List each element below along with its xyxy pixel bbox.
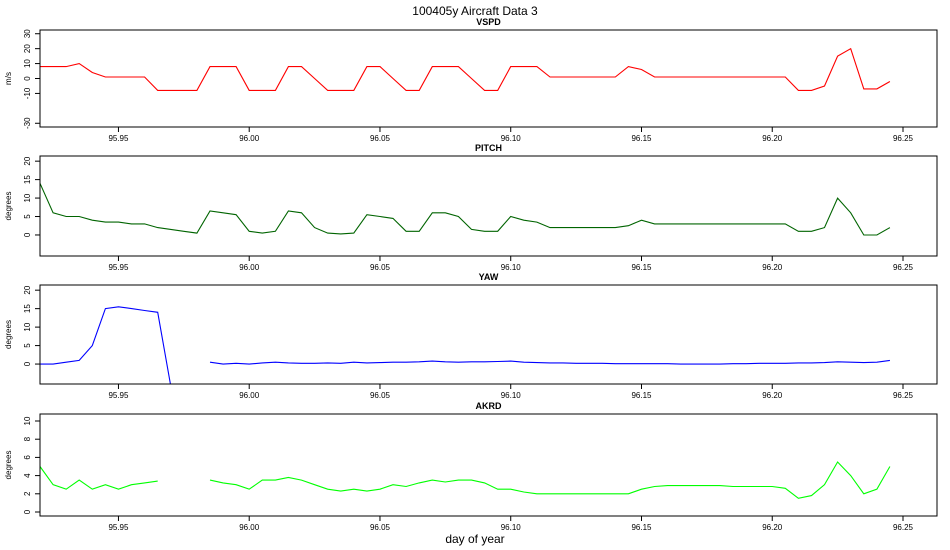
panel-title: YAW — [479, 272, 499, 282]
x-tick-label: 96.10 — [501, 391, 522, 400]
y-tick-label: 5 — [23, 343, 32, 348]
y-tick-label: 8 — [23, 436, 32, 441]
y-tick-label: 20 — [23, 156, 32, 165]
x-tick-label: 96.05 — [370, 391, 391, 400]
y-tick-label: 20 — [23, 44, 32, 53]
y-tick-label: 0 — [23, 76, 32, 81]
y-tick-label: 10 — [23, 322, 32, 331]
x-tick-label: 96.15 — [631, 523, 652, 532]
figure-title: 100405y Aircraft Data 3 — [412, 4, 538, 18]
y-tick-label: 15 — [23, 304, 32, 313]
x-tick-label: 96.10 — [501, 134, 522, 143]
y-tick-label: 10 — [23, 193, 32, 202]
plot-frame — [39, 284, 938, 385]
y-tick-label: 5 — [23, 214, 32, 219]
y-tick-label: 10 — [23, 416, 32, 425]
panel-title: AKRD — [476, 401, 502, 411]
x-tick-label: 96.20 — [762, 391, 783, 400]
data-line — [40, 306, 890, 384]
x-tick-label: 96.25 — [893, 523, 914, 532]
x-tick-label: 96.00 — [239, 263, 260, 272]
x-tick-label: 96.00 — [239, 391, 260, 400]
x-tick-label: 96.20 — [762, 523, 783, 532]
y-tick-label: 15 — [23, 175, 32, 184]
x-tick-label: 95.95 — [108, 391, 129, 400]
panel-title: PITCH — [475, 143, 502, 153]
x-tick-label: 96.25 — [893, 263, 914, 272]
x-tick-label: 96.20 — [762, 134, 783, 143]
plot-frame — [39, 29, 938, 128]
panel: VSPD m/s -30 -10 0 10 20 30 95.95 96.00 96.05 96.10… — [4, 17, 938, 143]
plot-frame — [39, 155, 938, 257]
x-tick-label: 96.05 — [370, 263, 391, 272]
x-tick-label: 96.05 — [370, 523, 391, 532]
x-tick-label: 96.20 — [762, 263, 783, 272]
x-tick-label: 96.00 — [239, 523, 260, 532]
data-line — [40, 183, 891, 236]
y-tick-label: 0 — [23, 232, 32, 237]
x-tick-label: 96.05 — [370, 134, 391, 143]
x-tick-label: 96.15 — [631, 263, 652, 272]
x-tick-label: 96.10 — [501, 523, 522, 532]
y-tick-label: 2 — [23, 491, 32, 496]
plot-frame — [39, 413, 938, 517]
y-axis-label: degrees — [4, 451, 13, 480]
y-tick-label: 4 — [23, 473, 32, 478]
panel-title: VSPD — [476, 17, 501, 27]
y-axis-label: degrees — [4, 320, 13, 349]
y-axis-label: degrees — [4, 192, 13, 221]
x-tick-label: 96.00 — [239, 134, 260, 143]
y-tick-label: 10 — [23, 59, 32, 68]
panel: PITCH degrees 0 5 10 15 20 95.95 96.00 96.05 96.10… — [4, 143, 938, 272]
x-tick-label: 95.95 — [108, 263, 129, 272]
y-tick-label: 6 — [23, 455, 32, 460]
y-tick-label: -10 — [23, 87, 32, 99]
x-tick-label: 96.15 — [631, 391, 652, 400]
y-tick-label: 0 — [23, 509, 32, 514]
y-axis-label: m/s — [4, 72, 13, 85]
x-tick-label: 96.10 — [501, 263, 522, 272]
panel: AKRD degrees 0 2 4 6 8 10 95.95 96.00 96.05 96.10 96… — [4, 401, 938, 532]
y-tick-label: 30 — [23, 29, 32, 38]
x-axis-label: day of year — [445, 532, 504, 546]
x-tick-label: 95.95 — [108, 134, 129, 143]
x-tick-label: 96.15 — [631, 134, 652, 143]
panel: YAW degrees 0 5 10 15 20 95.95 96.00 96.05 96.10 96… — [4, 272, 938, 400]
y-tick-label: 0 — [23, 361, 32, 366]
x-tick-label: 96.25 — [893, 391, 914, 400]
y-tick-label: 20 — [23, 285, 32, 294]
data-line — [40, 461, 891, 499]
data-line — [40, 47, 891, 91]
x-tick-label: 96.25 — [893, 134, 914, 143]
x-tick-label: 95.95 — [108, 523, 129, 532]
y-tick-label: -30 — [23, 117, 32, 129]
